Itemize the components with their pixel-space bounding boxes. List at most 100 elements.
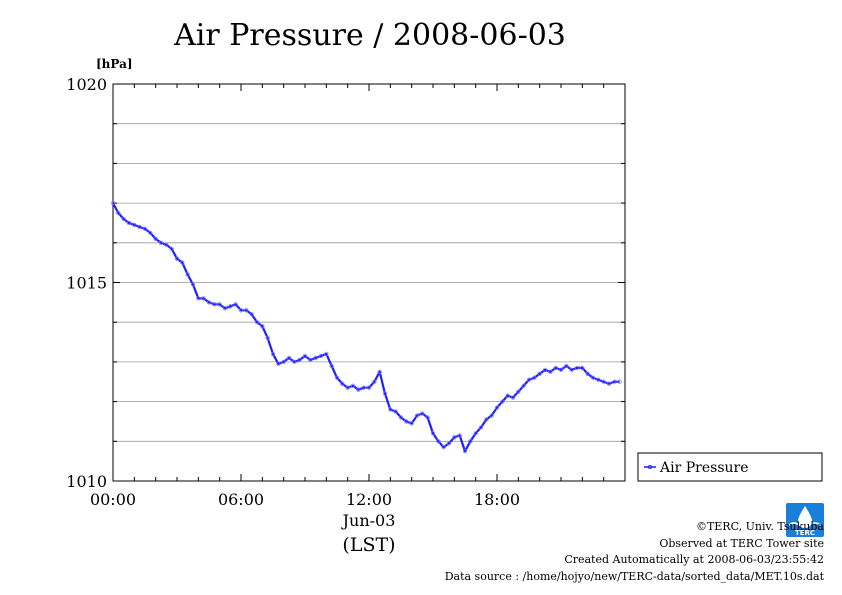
data-point [254,320,260,325]
data-point [297,357,302,363]
data-point [334,375,340,380]
data-point [361,385,366,390]
data-point [228,304,233,309]
data-point [436,439,441,444]
data-point [537,371,542,376]
data-point [430,431,436,436]
data-point [190,282,196,287]
data-point [564,363,569,369]
data-point [372,379,377,384]
legend-label: Air Pressure [659,460,749,476]
data-point [148,230,153,236]
data-point [473,431,478,436]
data-point [612,379,617,384]
data-point [462,449,468,454]
y-tick-label: 1010 [66,472,107,491]
legend: Air Pressure [637,452,823,482]
data-point [366,385,372,390]
data-point [484,417,489,422]
data-point [446,441,452,446]
data-point [388,407,393,412]
data-point [452,435,457,440]
data-point [574,365,580,371]
data-point [340,381,345,386]
data-point [532,375,537,380]
data-point [233,302,238,307]
data-point [505,393,510,398]
ticks [112,83,626,482]
data-point [580,365,585,371]
data-point [606,381,612,386]
data-point [132,222,137,228]
data-point [329,363,334,369]
data-point [217,302,222,307]
data-point [398,415,404,420]
data-point [542,367,548,372]
data-point [521,383,526,388]
data-point [180,260,185,265]
data-point [308,357,313,363]
legend-marker [648,464,653,469]
data-point [548,369,553,374]
series-line [112,202,620,453]
data-point [526,377,532,382]
data-point [601,379,606,384]
x-timezone-label: (LST) [342,534,395,556]
data-point [350,383,356,388]
data-point [468,439,473,444]
legend-box [637,452,823,482]
data-point [318,353,324,359]
data-point [404,419,409,424]
data-point [142,226,148,232]
data-point [185,272,190,277]
data-point [244,308,249,313]
data-point [510,395,516,400]
data-point [249,312,254,317]
data-point [174,256,180,261]
data-point [558,367,564,372]
data-point [265,335,270,341]
x-tick-label: 18:00 [474,490,520,509]
chart-title: Air Pressure / 2008-06-03 [173,18,566,53]
data-point [164,242,169,247]
terc-logo: TERC [786,503,824,537]
data-point [212,302,217,307]
data-point [590,375,596,380]
series-air-pressure [110,200,622,454]
x-tick-label: 12:00 [346,490,392,509]
data-point [478,425,484,430]
data-point [553,365,558,371]
site-text: Observed at TERC Tower site [659,536,824,550]
data-point [153,236,158,241]
data-point [206,300,212,305]
data-point [500,399,505,404]
data-point [281,359,286,365]
data-point [126,220,132,226]
data-point [345,385,350,390]
data-point [313,355,318,361]
data-source-text: Data source : /home/hojyo/new/TERC-data/… [444,569,824,583]
y-tick-label: 1020 [66,75,107,94]
data-point [260,324,265,329]
data-point [302,353,308,359]
x-tick-label: 00:00 [90,490,136,509]
data-point [110,200,116,206]
data-point [196,296,201,301]
data-point [420,411,425,416]
data-point [382,391,388,396]
data-point [270,351,276,357]
data-point [286,355,292,361]
data-point [121,216,126,222]
data-point [169,246,174,251]
data-point [137,224,142,230]
data-point [324,351,329,357]
svg-text:TERC: TERC [795,529,815,537]
y-axis-unit: [hPa] [96,57,133,71]
data-point [441,445,446,450]
data-point [158,240,164,245]
data-point [489,413,494,418]
data-point [516,389,521,394]
data-point [276,361,281,367]
data-point [201,296,206,301]
